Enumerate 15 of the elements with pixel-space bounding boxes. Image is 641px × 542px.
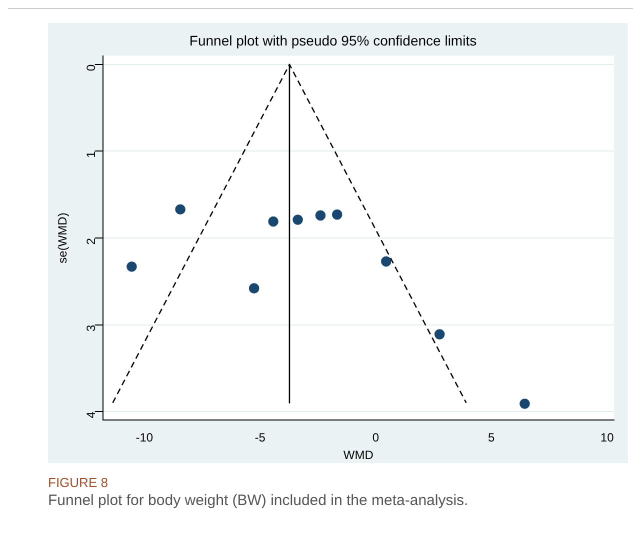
x-tick-label: -5 bbox=[254, 430, 266, 445]
chart-title: Funnel plot with pseudo 95% confidence limits bbox=[189, 32, 477, 48]
caption: FIGURE 8 bbox=[48, 475, 109, 490]
x-tick-label: 5 bbox=[488, 430, 496, 445]
x-tick-label: -10 bbox=[136, 430, 154, 445]
y-tick-label: 4 bbox=[84, 411, 98, 418]
x-tick-label: 0 bbox=[372, 430, 380, 445]
y-tick-label: 3 bbox=[84, 324, 98, 332]
y-tick-label: 1 bbox=[84, 150, 98, 158]
y-axis-title: se(WMD) bbox=[56, 212, 70, 264]
x-tick-label: 10 bbox=[600, 430, 614, 445]
y-tick-label: 0 bbox=[84, 64, 98, 72]
x-axis-title: WMD bbox=[343, 448, 374, 462]
text: Funnel plot for body weight (BW) included in the meta-analysis. bbox=[48, 492, 470, 509]
y-tick-label: 2 bbox=[84, 238, 98, 245]
